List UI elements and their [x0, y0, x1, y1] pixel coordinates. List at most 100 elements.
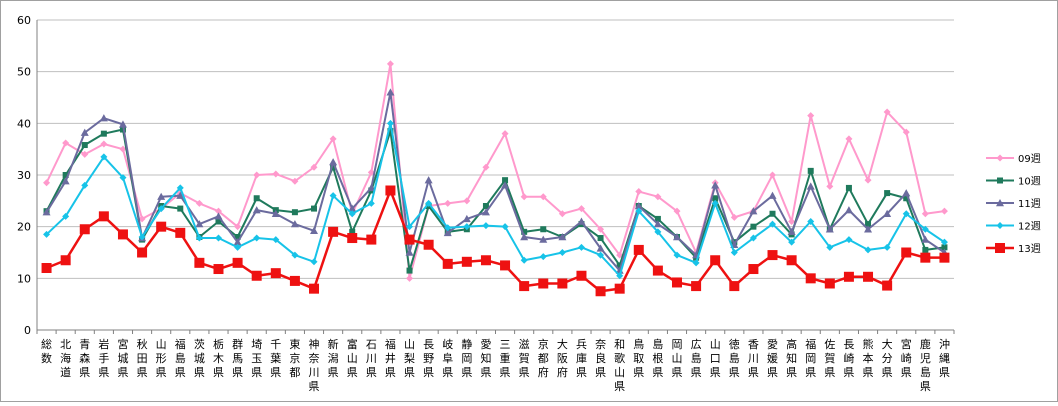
x-tick-label: 宮城県	[117, 337, 128, 379]
data-point	[310, 163, 318, 171]
x-tick-label: 香川県	[748, 338, 759, 379]
data-point	[347, 233, 358, 244]
data-point	[251, 270, 262, 281]
data-point	[462, 214, 471, 223]
data-point	[635, 188, 643, 196]
data-point	[597, 251, 605, 259]
data-point	[43, 230, 51, 238]
data-point	[540, 226, 547, 233]
data-point	[232, 257, 243, 268]
series-4	[41, 185, 950, 297]
legend-marker	[996, 154, 1004, 162]
data-point	[769, 171, 777, 179]
x-tick-label: 熊本県	[863, 337, 874, 379]
data-point	[596, 244, 605, 252]
x-tick-label: 高知県	[786, 337, 797, 379]
legend-marker	[996, 199, 1004, 207]
data-point	[291, 209, 298, 216]
data-point	[616, 262, 623, 269]
data-point	[444, 199, 452, 207]
data-point	[845, 184, 852, 191]
x-tick-label: 山梨県	[404, 338, 415, 379]
data-point	[234, 243, 242, 251]
data-point	[769, 210, 776, 217]
x-tick-label: 福岡県	[805, 337, 816, 379]
data-point	[521, 228, 528, 235]
data-point	[864, 246, 872, 254]
y-tick-label: 30	[17, 169, 31, 182]
data-point	[117, 229, 128, 240]
legend: 09週 10週 11週 12週 13週	[986, 153, 1041, 255]
data-point	[349, 228, 356, 235]
data-point	[118, 120, 127, 128]
data-point	[233, 238, 242, 246]
data-point	[787, 227, 796, 236]
legend-entry: 11週	[986, 198, 1041, 210]
data-point	[386, 88, 395, 96]
legend-entry: 12週	[986, 221, 1041, 233]
data-point	[729, 281, 740, 292]
data-point	[290, 220, 299, 228]
data-point	[175, 227, 186, 238]
data-point	[213, 264, 224, 275]
data-point	[903, 195, 910, 202]
data-point	[406, 267, 413, 274]
data-point	[253, 234, 261, 242]
data-point	[558, 210, 566, 218]
x-tick-label: 沖縄県	[939, 338, 950, 379]
data-point	[883, 108, 891, 116]
data-point	[80, 128, 89, 136]
data-point	[215, 218, 222, 225]
data-point	[98, 211, 109, 222]
x-tick-label: 大阪府	[557, 337, 568, 379]
y-tick-label: 40	[17, 117, 31, 130]
data-point	[921, 225, 929, 233]
series-line	[45, 122, 946, 277]
data-point	[177, 205, 184, 212]
data-point	[788, 238, 796, 246]
x-tick-label: 青森県	[79, 338, 90, 379]
data-point	[482, 163, 490, 171]
data-point	[272, 236, 280, 244]
data-point	[43, 179, 51, 187]
x-tick-label: 兵庫県	[576, 338, 587, 379]
data-point	[272, 170, 280, 178]
data-point	[902, 189, 911, 197]
data-point	[595, 286, 606, 297]
data-point	[883, 209, 892, 217]
data-point	[100, 130, 107, 137]
data-point	[119, 174, 127, 182]
data-point	[291, 177, 299, 185]
x-tick-label: 滋賀県	[519, 338, 530, 379]
x-tick-label: 総数	[41, 337, 52, 365]
x-tick-label: 島根県	[652, 337, 663, 379]
data-point	[500, 260, 511, 271]
x-tick-label: 奈良県	[595, 337, 606, 379]
legend-marker	[997, 177, 1003, 184]
x-tick-label: 三重県	[500, 338, 511, 379]
data-point	[194, 257, 205, 268]
data-point	[234, 223, 242, 231]
data-point	[845, 135, 853, 143]
data-point	[652, 265, 663, 276]
x-tick-label: 北海道	[60, 338, 71, 379]
data-point	[673, 251, 681, 259]
data-point	[41, 263, 52, 273]
series-2	[42, 88, 949, 274]
data-point	[864, 225, 873, 233]
data-point	[502, 177, 509, 184]
data-point	[519, 281, 530, 292]
x-tick-label: 和歌山県	[614, 338, 625, 393]
y-tick-label: 50	[17, 66, 31, 79]
data-point	[616, 251, 624, 259]
data-point	[310, 258, 318, 266]
data-point	[539, 253, 547, 261]
x-tick-label: 神奈川県	[309, 337, 320, 393]
data-point	[328, 226, 339, 237]
data-point	[253, 195, 260, 202]
data-point	[271, 209, 280, 217]
data-point	[614, 283, 625, 294]
x-tick-label: 山口県	[710, 338, 721, 379]
data-point	[939, 252, 950, 263]
